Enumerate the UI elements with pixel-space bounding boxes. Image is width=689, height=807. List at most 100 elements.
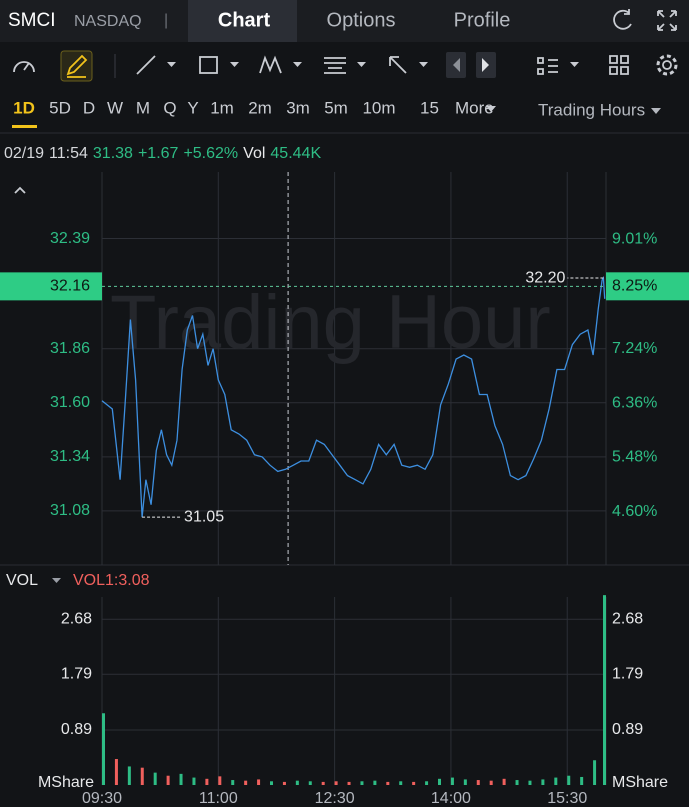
y-tick-label: 1.79 <box>61 666 92 683</box>
timeframe[interactable]: M <box>136 98 150 117</box>
caret <box>230 62 239 67</box>
volume-bar <box>218 776 222 785</box>
refresh-icon[interactable] <box>613 9 632 30</box>
separator: | <box>164 12 168 29</box>
x-tick-label: 15:30 <box>547 790 587 807</box>
x-tick-label: 12:30 <box>315 790 355 807</box>
timeframe[interactable]: 2m <box>248 98 272 117</box>
volume-bar <box>179 773 183 785</box>
pattern-tool[interactable] <box>259 55 282 74</box>
timeframe[interactable]: 5m <box>324 98 348 117</box>
x-tick-label: 14:00 <box>431 790 471 807</box>
active-underline <box>12 125 37 128</box>
tab[interactable]: Options <box>327 9 396 31</box>
caret <box>293 62 302 67</box>
timeframe[interactable]: W <box>107 98 123 117</box>
text-tool[interactable] <box>324 57 346 74</box>
y2-tick-label: 0.89 <box>612 721 643 738</box>
volume: 45.44K <box>270 145 321 162</box>
timeframe[interactable]: D <box>83 98 95 117</box>
time: 11:54 <box>49 145 88 162</box>
timeframe[interactable]: Q <box>163 98 176 117</box>
more[interactable]: More <box>455 98 494 117</box>
volume-bar <box>476 780 480 785</box>
timeframe[interactable]: 5D <box>49 98 71 117</box>
x-tick-label: 11:00 <box>199 790 238 807</box>
volume-bar <box>515 780 519 785</box>
volume-bar <box>386 781 390 785</box>
tab[interactable]: Chart <box>218 9 271 31</box>
volume-bar <box>308 781 312 785</box>
y2-tick-label: 1.79 <box>612 666 643 683</box>
volume-bar <box>502 778 506 785</box>
y2-tick-label: 4.60% <box>612 503 657 520</box>
y2-tick-label: 6.36% <box>612 394 657 411</box>
symbol: SMCI <box>8 10 56 31</box>
caret <box>167 62 176 67</box>
volume-bar <box>528 780 532 785</box>
list-icon[interactable] <box>537 57 558 75</box>
settings-icon[interactable] <box>662 60 672 70</box>
volume-bar <box>166 775 170 785</box>
unit-label: MShare <box>38 774 94 791</box>
gauge-icon[interactable] <box>13 61 35 73</box>
unit-label: MShare <box>612 774 668 791</box>
volume-bar <box>541 779 545 785</box>
price-line <box>101 275 606 518</box>
timeframe[interactable]: 1m <box>210 98 234 117</box>
volume-bar <box>102 713 105 785</box>
volume-bar <box>205 778 209 785</box>
layout-icon[interactable] <box>609 55 629 75</box>
tab[interactable]: Profile <box>454 9 511 31</box>
timeframe[interactable]: Y <box>187 98 198 117</box>
volume-bar <box>140 767 144 785</box>
fullscreen-icon[interactable] <box>657 10 677 31</box>
next-arrow <box>482 58 489 72</box>
line-tool[interactable] <box>136 55 156 75</box>
volume-bar <box>114 759 118 785</box>
volume-bar <box>489 780 493 785</box>
last-change: 8.25% <box>612 278 657 295</box>
rect-tool[interactable] <box>199 56 218 74</box>
vol-indicator: VOL1:3.08 <box>73 572 150 589</box>
volume-bar <box>295 780 299 785</box>
volume-bar <box>127 766 131 785</box>
y-tick-label: 31.86 <box>50 340 90 357</box>
volume-bar <box>153 772 157 785</box>
volume-bar <box>580 776 584 785</box>
volume-bar <box>425 781 429 785</box>
timeframe[interactable]: 1D <box>13 98 35 117</box>
date: 02/19 <box>4 145 44 162</box>
x-tick-label: 09:30 <box>82 790 122 807</box>
arrow-tool[interactable] <box>389 56 407 74</box>
timeframe[interactable]: 15 <box>420 98 439 117</box>
volume-bar <box>231 780 235 785</box>
volume-bar <box>321 781 325 785</box>
y-tick-label: 31.34 <box>50 448 90 465</box>
timeframe[interactable]: 3m <box>286 98 310 117</box>
charts: 31.08 31.34 31.60 31.86 32.39 4.60% 5.48% 6.36%… <box>0 172 689 807</box>
top-bar <box>0 0 689 42</box>
y2-tick-label: 5.48% <box>612 449 657 466</box>
volume-bar <box>334 781 338 785</box>
volume-bar <box>270 781 273 785</box>
caret <box>651 108 661 114</box>
volume-bar <box>593 760 597 785</box>
volume-bar <box>399 781 403 785</box>
caret <box>357 62 366 67</box>
volume-bar <box>347 781 351 785</box>
timeframe[interactable]: 10m <box>362 98 395 117</box>
last-change-tag <box>606 272 689 301</box>
collapse-icon[interactable] <box>14 186 26 194</box>
watermark: Trading Hour <box>110 280 551 365</box>
pencil-icon <box>66 54 88 78</box>
session[interactable]: Trading Hours <box>538 100 645 119</box>
volume-bar <box>567 775 571 785</box>
volume-bar <box>554 777 558 785</box>
active-tab-bg <box>188 0 297 42</box>
volume-bar <box>438 778 441 785</box>
volume-bar <box>360 781 364 785</box>
volume-bar <box>282 781 286 785</box>
